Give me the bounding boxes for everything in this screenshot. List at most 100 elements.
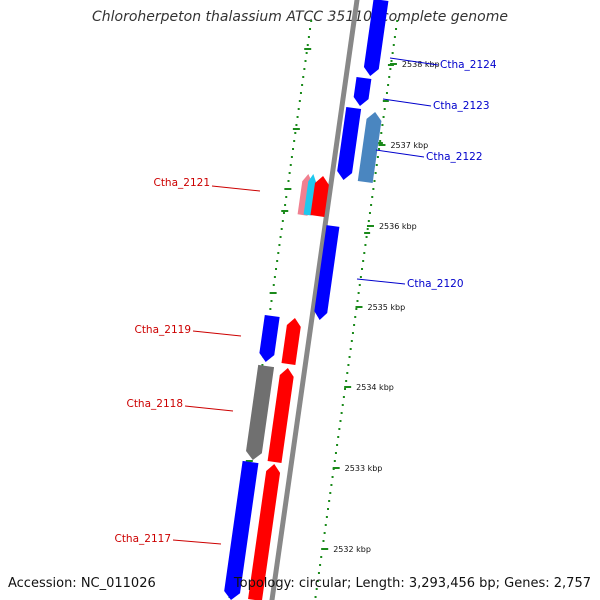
gene-features bbox=[224, 0, 389, 600]
guide-dot bbox=[358, 284, 361, 286]
guide-dot bbox=[364, 244, 367, 246]
gene-ctha-2119-a bbox=[259, 314, 280, 362]
guide-dot bbox=[284, 204, 287, 206]
tick-label: 2533 kbp bbox=[345, 464, 383, 473]
tick-mark bbox=[366, 225, 374, 227]
tick-mark bbox=[321, 548, 329, 550]
guide-dot bbox=[299, 92, 302, 94]
guide-dot bbox=[344, 388, 347, 390]
guide-dot bbox=[287, 180, 290, 182]
guide-dot bbox=[359, 276, 362, 278]
guide-dot bbox=[294, 132, 297, 134]
gene-labels: Ctha_2124 Ctha_2123 Ctha_2122 Ctha_2121 Ctha… bbox=[114, 57, 497, 545]
guide-dot bbox=[276, 260, 279, 262]
guide-dot bbox=[324, 524, 327, 526]
gene-label-ctha-2121: Ctha_2121 bbox=[153, 177, 210, 189]
guide-dot bbox=[278, 244, 281, 246]
guide-dot bbox=[395, 28, 398, 30]
guide-dot bbox=[348, 356, 351, 358]
guide-dot bbox=[372, 188, 375, 190]
guide-dot bbox=[316, 580, 319, 582]
guide-dot bbox=[357, 292, 360, 294]
guide-dot bbox=[396, 20, 399, 22]
guide-dot bbox=[292, 148, 295, 150]
label-leader-line bbox=[211, 185, 261, 192]
label-leader-line bbox=[192, 330, 242, 337]
backbone-line bbox=[269, 0, 360, 600]
guide-dot bbox=[387, 84, 390, 86]
guide-dot bbox=[277, 252, 280, 254]
guide-dot bbox=[347, 364, 350, 366]
gene-ctha-2122-b bbox=[357, 112, 382, 184]
guide-dot bbox=[370, 204, 373, 206]
tick-label: 2534 kbp bbox=[356, 383, 394, 392]
guide-dot bbox=[349, 348, 352, 350]
guide-dot bbox=[293, 140, 296, 142]
guide-dot bbox=[345, 380, 348, 382]
guide-dash bbox=[364, 232, 371, 234]
guide-dot bbox=[288, 172, 291, 174]
guide-dot bbox=[282, 212, 285, 214]
guide-dot bbox=[354, 316, 357, 318]
label-leader-line bbox=[382, 98, 432, 107]
guide-dot bbox=[378, 148, 381, 150]
gene-ctha-2122-a bbox=[337, 106, 362, 180]
guide-dot bbox=[329, 492, 332, 494]
guide-dot bbox=[389, 68, 392, 70]
guide-dot bbox=[328, 500, 331, 502]
guide-dot bbox=[381, 124, 384, 126]
guide-dash bbox=[292, 128, 300, 130]
guide-dot bbox=[366, 228, 369, 230]
guide-dot bbox=[365, 236, 368, 238]
tick-label: 2538 kbp bbox=[402, 60, 440, 69]
gene-label-ctha-2118: Ctha_2118 bbox=[126, 398, 183, 410]
guide-dot bbox=[303, 68, 306, 70]
tick-mark bbox=[355, 306, 363, 308]
guide-dot bbox=[270, 300, 273, 302]
guide-dot bbox=[376, 156, 379, 158]
tick-mark bbox=[378, 144, 386, 146]
guide-dot bbox=[388, 76, 391, 78]
gene-ctha-2123 bbox=[353, 76, 372, 106]
guide-dot bbox=[325, 516, 328, 518]
guide-dot bbox=[327, 508, 330, 510]
guide-dot bbox=[296, 116, 299, 118]
guide-dash bbox=[284, 188, 292, 190]
guide-dash bbox=[281, 210, 289, 212]
guide-dot bbox=[340, 412, 343, 414]
guide-dot bbox=[367, 220, 370, 222]
guide-dash bbox=[269, 292, 277, 294]
gene-ctha-2117-a bbox=[224, 460, 259, 600]
tick-mark bbox=[344, 386, 352, 388]
label-leader-line bbox=[184, 405, 234, 412]
guide-dot bbox=[336, 444, 339, 446]
guide-dot bbox=[261, 364, 264, 366]
guide-dot bbox=[310, 20, 313, 22]
guide-dot bbox=[380, 132, 383, 134]
guide-dot bbox=[371, 196, 374, 198]
guide-dot bbox=[392, 44, 395, 46]
guide-dot bbox=[317, 572, 320, 574]
genome-summary-text: Topology: circular; Length: 3,293,456 bp… bbox=[233, 576, 591, 591]
guide-dot bbox=[314, 596, 317, 598]
guide-dot bbox=[273, 276, 276, 278]
map-title: Chloroherpeton thalassium ATCC 35110, co… bbox=[92, 9, 508, 25]
guide-dot bbox=[350, 340, 353, 342]
guide-dot bbox=[337, 436, 340, 438]
guide-dot bbox=[353, 324, 356, 326]
label-leader-line bbox=[356, 278, 406, 285]
tick-mark bbox=[389, 63, 397, 65]
guide-dot bbox=[363, 252, 366, 254]
guide-dot bbox=[330, 484, 333, 486]
guide-dot bbox=[362, 260, 365, 262]
guide-dash bbox=[304, 48, 312, 50]
guide-dot bbox=[319, 564, 322, 566]
gene-ctha-2121-c bbox=[310, 176, 329, 217]
gene-label-ctha-2122: Ctha_2122 bbox=[426, 151, 483, 163]
guide-dot bbox=[331, 476, 334, 478]
gene-label-ctha-2117: Ctha_2117 bbox=[114, 533, 171, 545]
guide-dot bbox=[322, 540, 325, 542]
guide-dot bbox=[290, 156, 293, 158]
guide-dot bbox=[379, 140, 382, 142]
guide-dot bbox=[356, 300, 359, 302]
